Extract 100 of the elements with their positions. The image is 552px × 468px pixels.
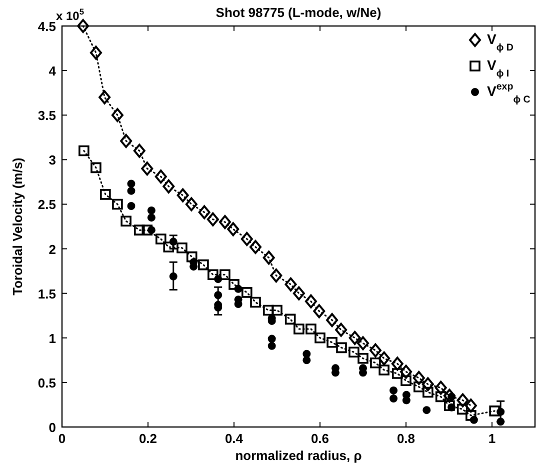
- point: [206, 212, 219, 226]
- x-tick-label: 0.8: [396, 431, 416, 446]
- x-tick-label: 0: [58, 431, 66, 446]
- point: [147, 206, 156, 214]
- point: [214, 291, 222, 300]
- point: [348, 346, 360, 358]
- point: [234, 284, 242, 293]
- point: [456, 393, 469, 408]
- y-tick-label: 4.5: [38, 19, 56, 34]
- point: [306, 324, 316, 334]
- point: [134, 224, 145, 236]
- point: [228, 279, 240, 290]
- point: [336, 342, 347, 354]
- point: [392, 368, 403, 379]
- point: [120, 216, 132, 227]
- y-tick-label: 4: [48, 64, 57, 79]
- point: [162, 179, 175, 194]
- point: [185, 197, 198, 212]
- point: [250, 296, 261, 308]
- point: [268, 334, 276, 343]
- x-tick-label: 0.6: [310, 431, 330, 446]
- point: [358, 352, 368, 364]
- point: [198, 259, 209, 270]
- point: [304, 294, 317, 308]
- point: [456, 404, 468, 415]
- point: [496, 408, 505, 416]
- x-axis-title: normalized radius, ρ: [235, 448, 362, 463]
- point: [112, 198, 123, 210]
- point: [227, 222, 240, 236]
- point: [422, 386, 434, 398]
- point: [176, 188, 189, 202]
- point: [154, 170, 167, 184]
- point: [348, 330, 361, 345]
- point: [434, 380, 447, 395]
- point: [77, 19, 90, 33]
- point: [326, 313, 338, 328]
- point: [284, 277, 297, 292]
- point: [496, 418, 505, 426]
- point: [448, 403, 456, 412]
- point: [133, 144, 146, 158]
- point: [90, 162, 102, 174]
- point: [292, 286, 305, 300]
- point: [357, 336, 369, 350]
- point: [240, 232, 253, 246]
- point: [272, 304, 282, 316]
- point: [263, 304, 274, 316]
- point: [186, 251, 198, 262]
- point: [335, 322, 348, 337]
- point: [262, 250, 275, 265]
- x-tick-label: 0.4: [224, 431, 244, 446]
- point: [470, 416, 478, 424]
- point: [284, 314, 296, 325]
- point: [198, 205, 210, 220]
- point: [464, 398, 477, 413]
- point: [208, 269, 218, 280]
- point: [489, 406, 500, 416]
- point: [98, 90, 111, 104]
- point: [250, 240, 262, 254]
- point: [147, 226, 156, 234]
- y-tick-label: 3.5: [38, 108, 56, 124]
- point: [390, 394, 398, 402]
- point: [390, 386, 398, 394]
- point: [242, 287, 252, 298]
- point: [176, 242, 188, 254]
- y-tick-label: 2: [48, 242, 56, 257]
- point: [270, 268, 282, 283]
- point: [163, 242, 174, 252]
- point: [313, 304, 326, 318]
- point: [127, 202, 136, 210]
- point: [169, 238, 178, 246]
- legend-label: V$_{ϕ I}$: [487, 57, 510, 80]
- point: [127, 180, 136, 188]
- point: [378, 351, 390, 366]
- point: [400, 375, 412, 386]
- text: x 10$^{5}$: [56, 6, 84, 23]
- point: [422, 377, 434, 392]
- point: [412, 370, 425, 385]
- point: [220, 269, 230, 280]
- point: [302, 356, 311, 364]
- point: [147, 214, 156, 222]
- point: [218, 215, 231, 230]
- point: [314, 332, 326, 344]
- y-axis-title: Toroidal Velocity (m/s): [10, 158, 25, 296]
- point: [214, 275, 222, 284]
- point: [369, 343, 382, 358]
- point: [391, 356, 404, 371]
- point: [156, 234, 166, 244]
- y-tick-label: 1: [48, 330, 56, 346]
- point: [111, 108, 124, 122]
- x-tick-label: 1: [488, 431, 496, 446]
- point: [326, 336, 338, 348]
- point: [400, 364, 412, 379]
- point: [294, 324, 304, 334]
- y-tick-label: 0.5: [38, 375, 56, 390]
- y-tick-label: 1.5: [38, 286, 56, 302]
- legend-label: V$_{ϕ D}$: [487, 31, 514, 54]
- x-tick-label: 0.2: [138, 431, 158, 446]
- point: [100, 189, 111, 200]
- point: [414, 382, 424, 392]
- point: [268, 342, 276, 350]
